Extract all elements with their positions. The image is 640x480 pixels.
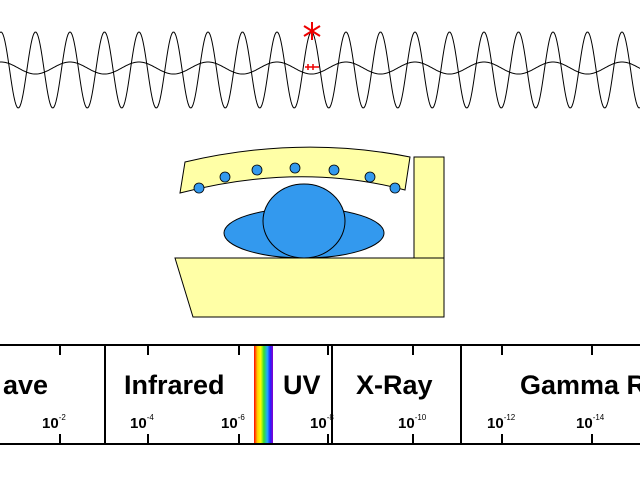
tick-label: 10-12 [487,413,516,432]
tick-label: 10-4 [130,413,154,432]
spectrum-bar: ave Infrared UV X-Ray Gamma R 10-2 10-4 … [0,344,640,445]
tick-label: 10-6 [221,413,245,432]
tick-label: 10-10 [398,413,427,432]
tick-label: 10-14 [576,413,605,432]
visible-light-strip [254,346,273,443]
device-upright-panel [413,156,445,259]
device-illustration [174,146,445,318]
asterisk-marker-icon [303,22,321,40]
low-frequency-wave [0,61,640,75]
lid-dots [193,162,401,194]
lid-dot [328,164,340,176]
tick-label: 10-8 [310,413,334,432]
band-label-gamma: Gamma R [520,370,640,400]
band-label-xray: X-Ray [356,370,433,400]
lid-dot [389,182,401,194]
lid-dot [193,182,205,194]
blue-sphere [262,183,346,259]
lid-dot [289,162,301,174]
band-label-microwave: ave [3,370,48,400]
device-base [174,257,445,318]
tick-label: 10-2 [42,413,66,432]
lid-dot [219,171,231,183]
band-label-infrared: Infrared [124,370,225,400]
lid-dot [251,164,263,176]
band-label-uv: UV [283,370,321,400]
high-frequency-wave [0,31,640,109]
lid-dot [364,171,376,183]
small-marker-icon [305,64,319,70]
wave-group [0,22,640,109]
